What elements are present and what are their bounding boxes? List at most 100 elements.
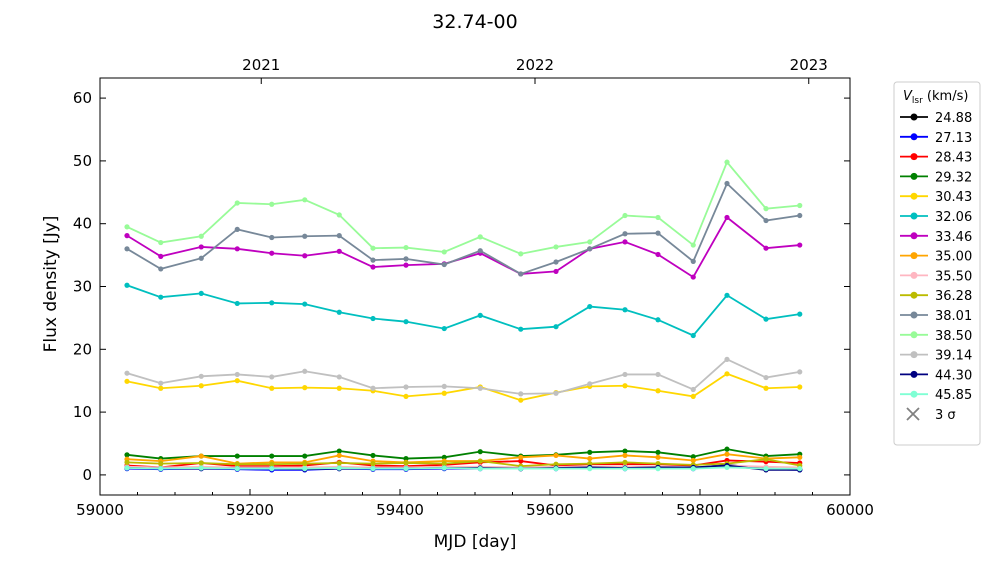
data-point: [477, 312, 483, 318]
data-point: [441, 465, 447, 471]
legend-label: 28.43: [935, 151, 972, 166]
data-point: [269, 385, 275, 391]
x-marker-icon: [906, 407, 920, 421]
legend-entry: 36.28: [900, 289, 972, 304]
legend-marker: [910, 232, 918, 240]
data-point: [797, 384, 803, 390]
data-point: [302, 368, 308, 374]
data-point: [124, 233, 130, 239]
data-point: [724, 464, 730, 470]
data-point: [587, 455, 593, 462]
legend-marker: [910, 390, 918, 398]
legend-marker: [910, 351, 918, 359]
data-point: [518, 271, 524, 277]
chart-title: 32.74-00: [432, 11, 517, 33]
data-point: [622, 231, 628, 237]
data-point: [336, 460, 342, 466]
x-tick-label: 60000: [826, 501, 874, 519]
data-point: [234, 378, 240, 384]
legend-entry: 39.14: [900, 349, 972, 364]
data-point: [622, 212, 628, 219]
data-point: [655, 371, 661, 378]
data-point: [158, 460, 164, 467]
data-point: [336, 385, 342, 391]
data-point: [587, 246, 593, 252]
data-point: [690, 258, 696, 264]
y-tick-label: 30: [73, 278, 92, 296]
data-point: [302, 233, 308, 239]
data-point: [724, 159, 730, 165]
data-point: [690, 466, 696, 472]
data-point: [441, 460, 447, 467]
x-tick-label: 59800: [676, 501, 724, 519]
data-point: [403, 466, 409, 472]
legend-label: 35.50: [935, 269, 972, 284]
legend-marker: [910, 291, 918, 299]
data-point: [724, 356, 730, 362]
data-point: [198, 290, 204, 297]
data-point: [622, 307, 628, 313]
plot-frame: [99, 77, 851, 496]
data-point: [269, 466, 275, 472]
legend-entry: 35.50: [900, 269, 972, 284]
data-point: [124, 370, 130, 376]
data-point: [302, 460, 308, 467]
data-point: [302, 385, 308, 391]
data-point: [690, 386, 696, 393]
data-point: [198, 244, 204, 250]
y-tick-label: 10: [73, 403, 92, 421]
data-point: [370, 245, 376, 251]
data-point: [302, 466, 308, 472]
data-point: [763, 385, 769, 391]
data-point: [655, 460, 661, 467]
data-point: [655, 317, 661, 323]
legend-marker: [910, 153, 918, 161]
data-point: [477, 385, 483, 391]
data-point: [302, 301, 308, 307]
legend-entry: 27.13: [900, 131, 972, 146]
legend-label: 38.50: [935, 329, 972, 344]
data-point: [655, 388, 661, 394]
series-line: [126, 372, 800, 402]
legend-entry: 38.01: [900, 309, 972, 324]
data-point: [441, 261, 447, 268]
series-line: [126, 358, 800, 395]
data-point: [336, 212, 342, 218]
data-point: [655, 214, 661, 221]
top-axis-tick-label: 2023: [790, 56, 828, 74]
data-point: [269, 300, 275, 306]
data-point: [441, 454, 447, 460]
data-point: [477, 458, 483, 464]
legend-marker: [910, 271, 918, 279]
series-38.50: [124, 159, 803, 257]
data-point: [655, 251, 661, 258]
data-point: [622, 239, 628, 245]
data-point: [763, 466, 769, 472]
data-point: [553, 390, 559, 396]
legend-marker: [910, 331, 918, 339]
legend-label: 44.30: [935, 368, 972, 383]
legend-entry: 28.43: [900, 151, 972, 166]
y-tick-label: 50: [73, 152, 92, 170]
data-point: [763, 217, 769, 224]
legend-marker: [910, 172, 918, 180]
data-point: [269, 201, 275, 207]
data-point: [302, 197, 308, 203]
data-point: [477, 466, 483, 472]
data-point: [622, 371, 628, 378]
data-point: [370, 385, 376, 391]
legend-marker: [910, 212, 918, 220]
legend-label: 32.06: [935, 210, 972, 225]
data-point: [655, 230, 661, 236]
data-point: [403, 256, 409, 262]
data-point: [158, 466, 164, 472]
data-point: [403, 455, 409, 462]
data-point: [158, 239, 164, 246]
data-point: [655, 466, 661, 472]
legend-label: 27.13: [935, 131, 972, 146]
legend-entry: 44.30: [900, 368, 972, 383]
data-point: [797, 212, 803, 219]
data-point: [370, 315, 376, 322]
data-point: [234, 461, 240, 467]
